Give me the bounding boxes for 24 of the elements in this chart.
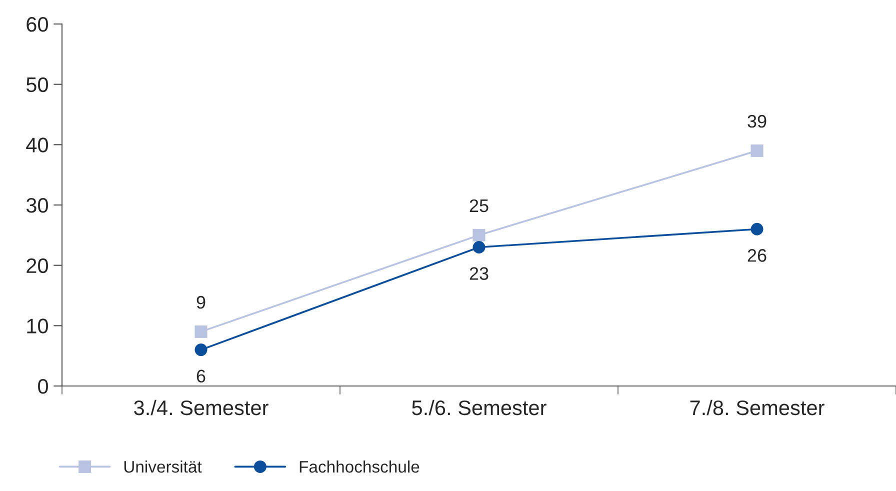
point bbox=[750, 144, 764, 157]
y-tick-label: 40 bbox=[26, 138, 48, 152]
data-label: 25 bbox=[470, 199, 488, 212]
point bbox=[472, 228, 486, 242]
legend-label: Fachhochschule bbox=[300, 460, 420, 473]
x-tick-label: 3./4. Semester bbox=[134, 400, 268, 416]
data-label: 9 bbox=[196, 296, 206, 309]
point bbox=[472, 240, 486, 254]
y-tick-label: 50 bbox=[26, 77, 48, 92]
y-tick-label: 0 bbox=[38, 379, 48, 394]
y-tick-label: 60 bbox=[26, 17, 48, 32]
y-tick-label: 10 bbox=[27, 318, 48, 334]
point bbox=[194, 325, 208, 338]
data-label: 23 bbox=[470, 267, 488, 280]
data-label: 6 bbox=[196, 370, 206, 383]
y-tick-label: 30 bbox=[26, 198, 48, 213]
point bbox=[194, 344, 208, 356]
legend-label: Universität bbox=[124, 460, 202, 473]
point bbox=[750, 222, 764, 236]
data-label: 26 bbox=[748, 249, 766, 262]
x-tick-label: 7./8. Semester bbox=[690, 400, 824, 416]
data-label: 39 bbox=[748, 114, 766, 128]
y-tick-label: 20 bbox=[26, 258, 48, 274]
x-tick-label: 5./6. Semester bbox=[412, 400, 546, 416]
